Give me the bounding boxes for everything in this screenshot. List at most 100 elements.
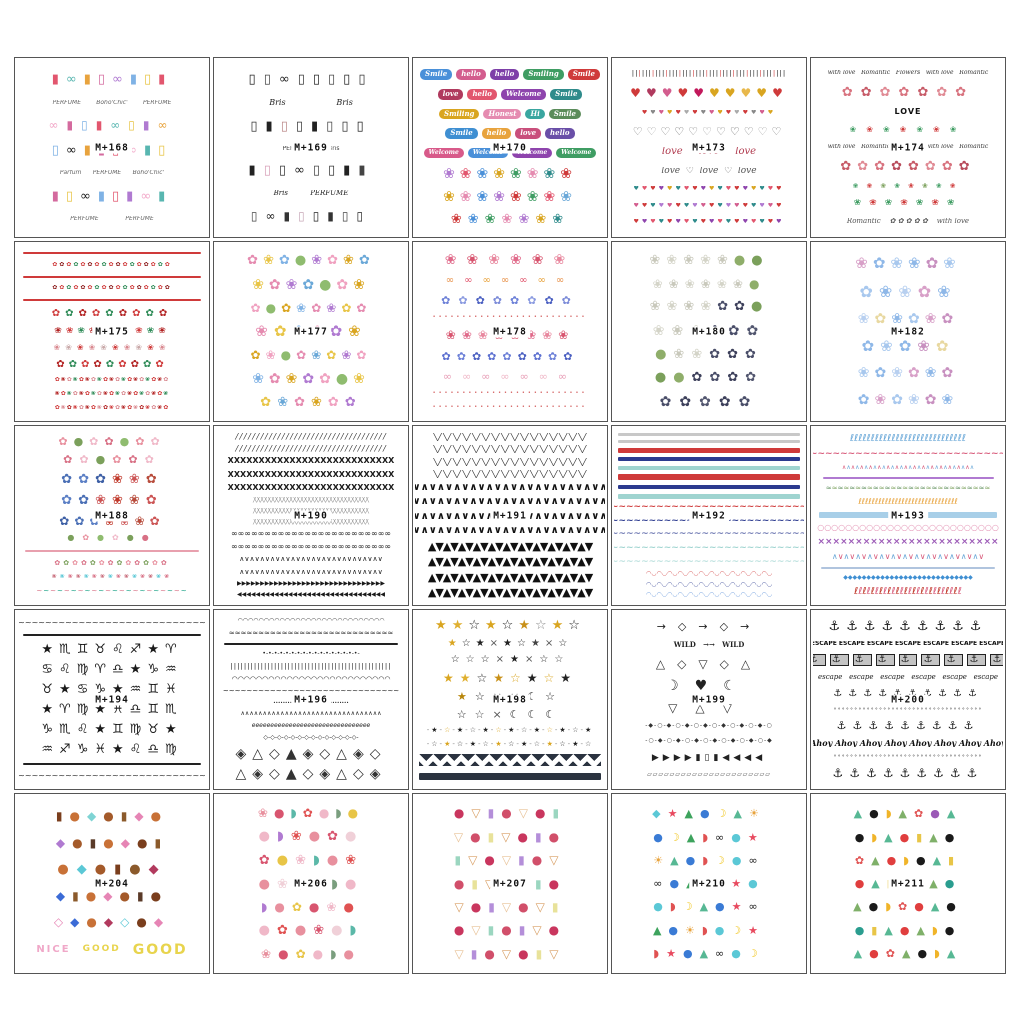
pattern-row: ▲ ▼ ▲ ▼ ▲ ▼ ▲ ▼ ▲ ▼ ▲ ▼ ▲ ▼ ▲ ▼ ▲ ▼ ▲ ▼ ▲ ▼ (427, 556, 593, 568)
pattern-row: ● ✿ ● ❀ ● ◗ (258, 924, 364, 938)
pattern-row: ◠ ◠ ◠ ◠ ◠ ◠ ◠ ◠ ◠ ◠ ◠ ◠ ◠ ◠ ◠ ◠ ◠ ◠ ◠ ◠ ◠ ◠ ◠ ◠ ◠ ◠ (231, 675, 391, 683)
pattern-row: ▽ ● ▮ ▽ ● ▮ ● (453, 830, 567, 843)
pattern-row: ~~~~~~~~~~~~~~~~~~~~~~~~~~ (614, 503, 804, 513)
pattern-row (418, 754, 602, 767)
pattern-row: ✿ ✿ ● ✿ ✿ ✿ (63, 454, 161, 466)
pattern-row: ▮ ∞ ▮ ▯ ∞ ▮ ▯ ▮ (51, 73, 173, 87)
pattern-row: ~~~~~~~~~~~~~~~~~~~~~~~~~~ (813, 450, 1003, 459)
sheet-code-label: M+211 (888, 878, 928, 889)
pattern-row: ▲ ▼ ▲ ▼ ▲ ▼ ▲ ▼ ▲ ▼ ▲ ▼ ▲ ▼ ▲ ▼ ▲ ▼ ▲ ▼ ▲ ▼ (427, 540, 593, 552)
pattern-row: ∧∨∧∨∧∨∧∨∧∨∧∨∧∨∧∨∧∨∧∨∧∨∧∨∧∨ (415, 526, 605, 537)
pattern-row: ★ ☆ ★ × ★ ☆ ★ × ☆ (447, 638, 573, 649)
pattern-row: ∘ ∘ ∘ ∘ ∘ ∘ ∘ ∘ ∘ ∘ ∘ ∘ ∘ ∘ ∘ ∘ ∘ ∘ ∘ ∘ ∘ ∘ ∘ ∘ ∘ ∘ ∘ ∘ ∘ ∘ ∘ ∘ ∘ ∘ ∘ ∘ (833, 706, 983, 712)
sticker-sheet-m175: ✿ ✿ ✿ ✿ ✿ ✿ ✿ ✿ ✿ ✿ ✿ ✿ ✿ ✿ ✿ ✿ ✿ ✿ ✿ ✿ ✿ ✿ ✿ ✿ ✿ ✿ ✿ ✿ ✿ ✿ ✿ ✿ ✿ ✿ ✿ ✿ ✿ ✿ ✿ ✿… (14, 241, 210, 422)
sheet-code-label: M+199 (689, 694, 729, 705)
sticker-sheet-m170: Smile hello hello Smiling Smile love hello Welc… (412, 57, 608, 238)
pattern-row: ❀ ❀ ❀ ❀ ❀ ❀ ❀ (450, 212, 570, 226)
pattern-row: ◠ ◠ ◠ ◠ ◠ ◠ ◠ ◠ ◠ ◠ ◠ ◠ ◠ ◠ ◠ ◠ ◠ ◠ ◠ ◠ ◠ ◠ ◠ ◠ ◠ ◠ ◠ ◠ (237, 617, 385, 624)
pattern-row: Bris Bris (269, 98, 353, 107)
sticker-sheet-m207: ●▽▮●▽●▮▽●▮▽●▮●▮▽●▽▮●▽●▮▽●▽▮●▽●▮▽●▽▮●▽▮●▮… (412, 793, 608, 974)
pattern-row: ✿ ✿ ✿ ✿ ✿ ✿ ✿ ✿ ✿ ✿ ✿ ✿ ✿ (54, 559, 170, 567)
pattern-row: ∞ ∞ ∞ ∞ ∞ ∞ ∞ ∞ ∞ ∞ ∞ ∞ ∞ ∞ ∞ ∞ ∞ ∞ ∞ ∞ ∞ ∞ ∞ ∞ (230, 543, 392, 552)
anchors-art: ⚓ ⚓ ⚓ ⚓ ⚓ ⚓ ⚓ ⚓ ⚓ ESCAPE ESCAPE ESCAPE ESCAPE ESC… (813, 612, 1003, 787)
pattern-row: ❀ ✿ ❀ ✿ ❀ ✿ (857, 312, 959, 327)
pattern-row: ▶ ▶ ▶ ▶ ▮ ▯ ▮ ◀ ◀ ◀ ◀ (651, 753, 767, 763)
sticker-sheet-grid: ▮ ∞ ▮ ▯ ∞ ▮ ▯ ▮ PERFUME Boho'Chic' PERFUME ∞ ▮ ▯ ▮ ∞ ▯… (14, 57, 1006, 974)
sheet-code-label: M+207 (490, 878, 530, 889)
tropical-summer-art: ◆★▲●☽▲☀●☽▲◗∞●★☀▲●◗☽●∞∞●▲☀◗★●●◗☽▲●★∞▲●☀◗●… (614, 796, 804, 971)
pattern-row: ● ▮ ▲ ● ▲ ◗ ● (854, 924, 962, 936)
sticker-word: Smile (550, 88, 583, 100)
pattern-row: ♒ ♐ ♑ ♓ ★ ♌ ♎ ♍ (41, 743, 183, 756)
red-pandas-gems-art: ▮ ● ◆ ● ▮ ◆ ● ◆ ● ▮ ● ◆ ● ▮ ● ◆ ● ▮ ● ◆ ◆ ▮ ● ◆ ● ▮ ● ◇ ◆ ● ◆ ◇ ● ◆ NICE GO… (17, 796, 207, 971)
sticker-word: Welcome (467, 148, 508, 158)
pattern-row: ❀❀❀❀❀❀❀❀ (852, 182, 964, 190)
sticker-sheet-m194: ~ ~ ~ ~ ~ ~ ~ ~ ~ ~ ~ ~ ~ ~ ~ ~ ~ ~ ~ ~ ~ ~ ~ ~ ~ ~ ~ ~ ★ ♏ ♊ ♉ ♌ ♐ ★ ♈ ♋ ♌ ♍ ♈… (14, 609, 210, 790)
pattern-row: ◆ ▮ ● ◆ ● ▮ ● (55, 890, 169, 903)
pattern-row (22, 275, 202, 278)
pattern-row: ❀ ❀ ❀ ❀ ✿ ✿ ● (649, 300, 769, 314)
sheet-code-label: M+194 (92, 694, 132, 705)
pattern-row: ∞ ∞ ∞ ∞ ∞ ∞ ∞ (445, 276, 575, 287)
pattern-row: Smile hello hello Smiling Smile (415, 69, 605, 80)
pattern-row: ∞ ∞ ∞ ∞ ∞ ∞ ∞ ∞ ∞ ∞ ∞ ∞ ∞ ∞ ∞ ∞ ∞ ∞ ∞ ∞ ∞ ∞ ∞ ∞ (230, 530, 392, 539)
pattern-row: ~ ~ ~ ~ ~ ~ ~ ~ ~ ~ ~ ~ ~ ~ ~ ~ ~ ~ ~ ~ ~ ~ (36, 588, 188, 596)
pattern-row: ▮ ▽ ● ▽ ▮ ● ▽ (454, 854, 566, 867)
pattern-row: with love Romantic Flowers with love Rom… (827, 69, 989, 76)
pattern-row: ∞ ∞ ∞ ∞ ∞ ∞ ∞ (442, 370, 578, 382)
sheet-code-label: M+206 (291, 878, 331, 889)
pattern-row: ● ● ✿ ✿ ✿ ✿ (654, 371, 764, 385)
pattern-row: ❀ ❀ ❀ ❀ ❀ ❀ ❀ ❀ ❀ ❀ ❀ ❀ ❀ ❀ ❀ (51, 574, 173, 581)
sheet-code-label: M+191 (490, 510, 530, 521)
pattern-row (24, 550, 200, 553)
pattern-row: ╲ ╱ ╲ ╱ ╲ ╱ ╲ ╱ ╲ ╱ ╲ ╱ ╲ ╱ ╲ ╱ ╲ ╱ ╲ ╱ ╲ ╱ ╲ ╱ ╲ ╱ ╲ ╱ ╲ ╱ ╲ ╱ (432, 470, 588, 479)
sticker-sheet-m180: ❀❀❀❀❀●●❀❀❀❀❀❀●❀❀❀❀✿✿●❀❀❀✿✿✿●❀❀✿✿✿●●✿✿✿✿✿… (611, 241, 807, 422)
sticker-sheet-m200: ⚓ ⚓ ⚓ ⚓ ⚓ ⚓ ⚓ ⚓ ⚓ ESCAPE ESCAPE ESCAPE ESCAPE ESC… (810, 609, 1006, 790)
pattern-row: ❀ ❀ ❀ ❀ ❀ ❀ ● (652, 277, 766, 290)
pattern-row: Parfum PERFUME Boho'Chic' (59, 170, 165, 177)
sticker-sheet-m178: ❀ ❀ ❀ ❀ ❀ ❀ ∞ ∞ ∞ ∞ ∞ ∞ ∞ ✿ ✿ ✿ ✿ ✿ ✿ ✿ ✿ • • • • • • • • • • • • • • • • • • •… (412, 241, 608, 422)
sticker-sheet-m182: ❀ ✿ ❀ ❀ ✿ ❀ ✿ ❀ ❀ ✿ ❀ ❀ ✿ ❀ ✿ ❀ ✿ ✿ ❀ ✿ ❀ ✿ ❀ ✿ ❀ ✿ ❀ ✿ ✿ ❀ ✿ ❀ ✿ ❀ M+182 (810, 241, 1006, 422)
sticker-word: hello (467, 88, 497, 100)
sheet-code-label: M+200 (888, 694, 928, 705)
pattern-row: Bris PERFUME (273, 190, 349, 198)
pattern-row: ✿ ● ❀ ◗ ● ❀ (258, 853, 364, 867)
pattern-row (617, 457, 801, 462)
sheet-code-label: M+204 (92, 878, 132, 889)
sticker-sheet-m190: ╱ ╱ ╱ ╱ ╱ ╱ ╱ ╱ ╱ ╱ ╱ ╱ ╱ ╱ ╱ ╱ ╱ ╱ ╱ ╱ ╱ ╱ ╱ ╱ ╱ ╱ ╱ ╱ ╱ ╱ ╱ ╱ ╱ ╱ ╱ ╱ ╱ ╱ ╱ ╱… (213, 425, 409, 606)
pattern-row: ≈ ≈ ≈ ≈ ≈ ≈ ≈ ≈ ≈ ≈ ≈ ≈ ≈ ≈ ≈ ≈ ≈ ≈ ≈ ≈ ≈ ≈ ≈ ≈ ≈ ≈ ≈ ≈ (228, 629, 394, 637)
pattern-row: ∧ ∧ ∧ ∧ ∧ ∧ ∧ ∧ ∧ ∧ ∧ ∧ ∧ ∧ ∧ ∧ ∧ ∧ ∧ ∧ ∧ ∧ ∧ ∧ ∧ ∧ ∧ ∧ ∧ ∧ (841, 465, 975, 471)
pattern-row: ▲ ▼ ▲ ▼ ▲ ▼ ▲ ▼ ▲ ▼ ▲ ▼ ▲ ▼ ▲ ▼ ▲ ▼ ▲ ▼ ▲ ▼ (427, 587, 593, 599)
pattern-row: ● ◗ ☽ ▲ ● ★ ∞ (653, 901, 765, 913)
sheet-code-label: M+196 (291, 694, 331, 705)
pattern-row: love hello Welcome Smile (415, 88, 605, 100)
pattern-row: ~ ~ ~ ~ ~ ~ ~ ~ ~ ~ ~ ~ ~ ~ ~ ~ ~ ~ ~ ~ ~ ~ ~ ~ ~ ~ ~ ~ ~ ~ (222, 688, 400, 696)
pattern-row: ♡ ♡ ♡ ♡ ♡ ♡ ♡ ♡ ♡ ♡ ♡ (632, 125, 786, 137)
pattern-row: ⚓⚓⚓⚓⚓⚓⚓⚓⚓ (836, 719, 980, 731)
pattern-row: ✿ ❀ ● ✿ ❀ ✿ ❀ ✿ (250, 349, 372, 362)
sheet-code-label: M+192 (689, 510, 729, 521)
sticker-sheet-m192: ~ ~ ~ ~ ~ ~ ~ ~ ~ ~ ~ ~ ~ ~ ~ ~ ~ ~ ~ ~ ~ ~ ~ ~ ~ ~ ~ ~ ~ ~ ~ ~ ~ ~ ~ ~ ~ ~ ~ ~… (611, 425, 807, 606)
sticker-word: Welcome (512, 148, 553, 158)
perfume-bottles-color-art: ▮ ∞ ▮ ▯ ∞ ▮ ▯ ▮ PERFUME Boho'Chic' PERFUME ∞ ▮ ▯ ▮ ∞ ▯… (17, 60, 207, 235)
pattern-row: ✿ ✿ ✿ ✿ ✿ ✿ ✿ ✿ ✿ ✿ ✿ ✿ ✿ ✿ ✿ ✿ ✿ (52, 261, 172, 268)
pattern-row: • • • • • • • • • • • • • • • • • • • • • • • • • • (432, 390, 588, 396)
pattern-row: ✿ ✿ ✿ ✿ ✿ ✿ ✿ ✿ ✿ (56, 359, 168, 370)
sheet-code-label: M+177 (291, 326, 331, 337)
pattern-row: PERFUME Boho'Chic' PERFUME (52, 99, 172, 106)
sticker-word: NICE (36, 943, 71, 955)
pattern-row: × × × × × × × × × × × × × × × × × × × × × × × × (817, 538, 999, 547)
pattern-row: ⚓⚓⚓⚓⚓⚓⚓⚓⚓⚓ (833, 689, 983, 700)
sticker-word: Welcome (500, 88, 547, 100)
pattern-row: ╲ ╱ ╲ ╱ ╲ ╱ ╲ ╱ ╲ ╱ ╲ ╱ ╲ ╱ ╲ ╱ ╲ ╱ ╲ ╱ ╲ ╱ ╲ ╱ ╲ ╱ ╲ ╱ ╲ ╱ ╲ ╱ (432, 457, 588, 466)
sticker-sheet-m169: ▯▯∞▯▯▯▯▯Bris Bris▯▮▯▯▮▯▯▯PERFUME Bris▮▯▯… (213, 57, 409, 238)
sticker-word: love (437, 88, 464, 100)
pattern-row (22, 634, 202, 636)
pattern-row: ∧ ∨ ∧ ∨ ∧ ∨ ∧ ∨ ∧ ∨ ∧ ∨ ∧ ∨ ∧ ∨ ∧ ∨ ∧ ∨ ∧ ∨ ∧ ∨ ∧ ∨ ∧ ∨ (239, 568, 383, 576)
pattern-row: ● ◆ ● ▮ ● ◆ (57, 862, 167, 876)
pattern-row (617, 474, 801, 481)
nautical-stripes-art: ~ ~ ~ ~ ~ ~ ~ ~ ~ ~ ~ ~ ~ ~ ~ ~ ~ ~ ~ ~ ~ ~ ~ ~ ~ ~ ~ ~ ~ ~ ~ ~ ~ ~ ~ ~ ~ ~ ~ ~… (614, 428, 804, 603)
